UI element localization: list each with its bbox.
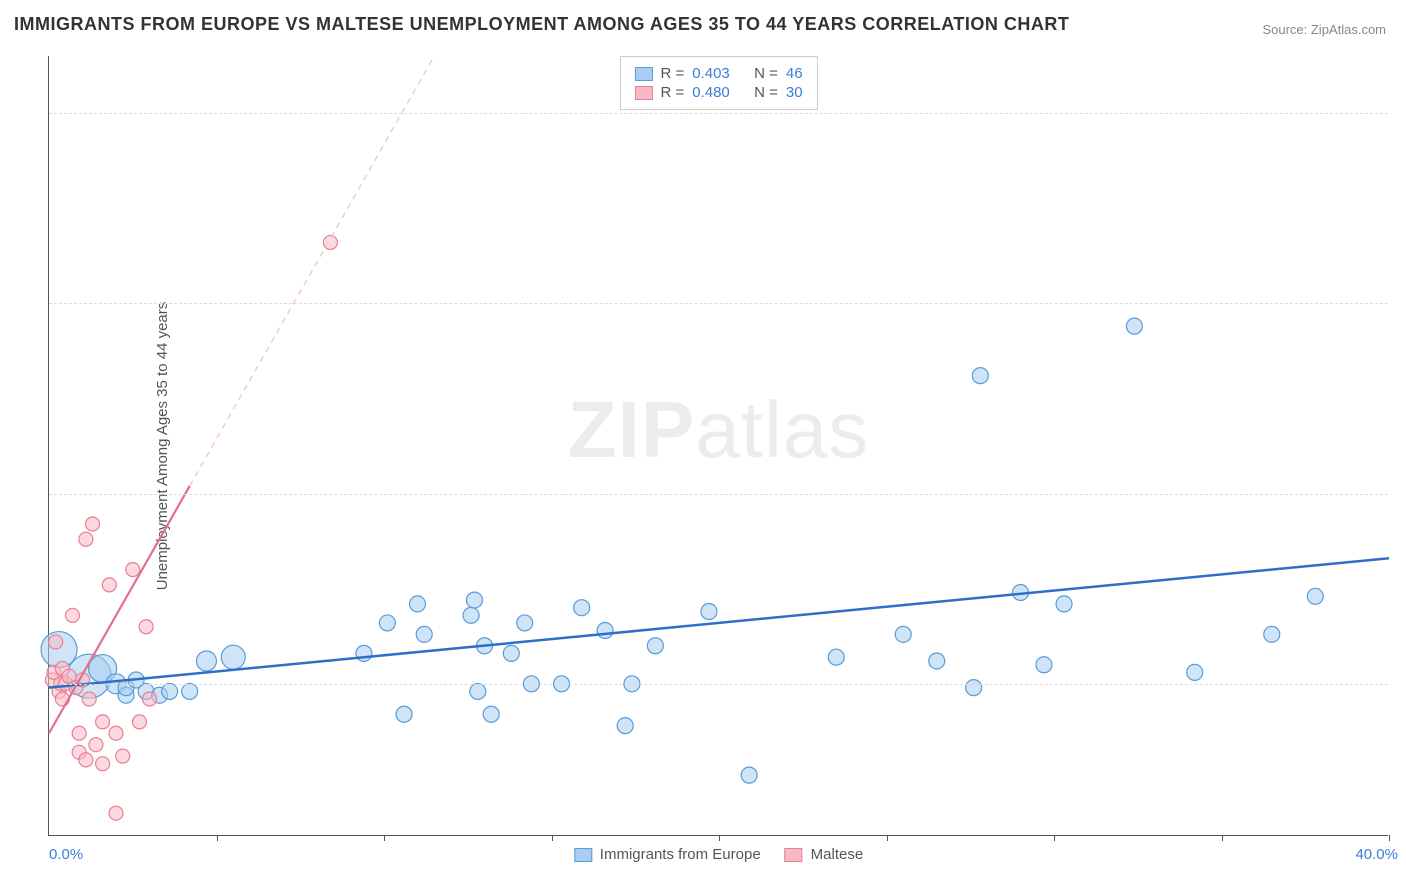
data-point (379, 615, 395, 631)
data-point (574, 600, 590, 616)
data-point (410, 596, 426, 612)
swatch-europe (634, 67, 652, 81)
source-label: Source: ZipAtlas.com (1262, 22, 1386, 37)
x-tick (552, 835, 553, 841)
gridline (49, 113, 1388, 114)
data-point (109, 726, 123, 740)
gridline (49, 494, 1388, 495)
gridline (49, 684, 1388, 685)
data-point (741, 767, 757, 783)
x-tick (384, 835, 385, 841)
x-tick (887, 835, 888, 841)
data-point (895, 626, 911, 642)
x-tick-label: 40.0% (1355, 846, 1398, 863)
data-point (182, 683, 198, 699)
data-point (79, 753, 93, 767)
data-point (126, 563, 140, 577)
x-tick-label: 0.0% (49, 846, 83, 863)
data-point (463, 607, 479, 623)
r-value-europe: 0.403 (692, 65, 730, 82)
x-tick (1222, 835, 1223, 841)
data-point (72, 726, 86, 740)
n-label: N = (754, 65, 778, 82)
data-point (132, 715, 146, 729)
data-point (617, 718, 633, 734)
series-legend: Immigrants from Europe Maltese (574, 846, 863, 863)
n-value-europe: 46 (786, 65, 803, 82)
data-point (701, 604, 717, 620)
legend-item-europe: Immigrants from Europe (574, 846, 761, 863)
swatch-maltese (634, 86, 652, 100)
data-point (109, 806, 123, 820)
data-point (116, 749, 130, 763)
data-point (503, 645, 519, 661)
x-tick (217, 835, 218, 841)
data-point (196, 651, 216, 671)
data-point (82, 692, 96, 706)
data-point (139, 620, 153, 634)
chart-container: IMMIGRANTS FROM EUROPE VS MALTESE UNEMPL… (0, 0, 1406, 892)
data-point (1126, 318, 1142, 334)
correlation-legend: R = 0.403 N = 46 R = 0.480 N = 30 (619, 56, 817, 110)
plot-svg (49, 56, 1388, 835)
r-label: R = (660, 84, 684, 101)
swatch-europe-icon (574, 848, 592, 862)
data-point (65, 608, 79, 622)
data-point (1264, 626, 1280, 642)
data-point (972, 368, 988, 384)
data-point (86, 517, 100, 531)
data-point (828, 649, 844, 665)
data-point (466, 592, 482, 608)
data-point (143, 692, 157, 706)
x-tick (1054, 835, 1055, 841)
data-point (1036, 657, 1052, 673)
n-value-maltese: 30 (786, 84, 803, 101)
x-tick (719, 835, 720, 841)
x-tick (1389, 835, 1390, 841)
data-point (647, 638, 663, 654)
data-point (102, 578, 116, 592)
swatch-maltese-icon (785, 848, 803, 862)
plot-area: ZIPatlas R = 0.403 N = 46 R = 0.480 N = … (48, 56, 1388, 836)
data-point (483, 706, 499, 722)
data-point (1056, 596, 1072, 612)
data-point (929, 653, 945, 669)
data-point (1307, 588, 1323, 604)
legend-label-europe: Immigrants from Europe (600, 846, 761, 863)
data-point (416, 626, 432, 642)
data-point (221, 645, 245, 669)
y-tick-label: 15.0% (1398, 295, 1406, 312)
y-tick-label: 10.0% (1398, 485, 1406, 502)
chart-title: IMMIGRANTS FROM EUROPE VS MALTESE UNEMPL… (14, 14, 1069, 35)
data-point (597, 623, 613, 639)
y-tick-label: 20.0% (1398, 105, 1406, 122)
data-point (396, 706, 412, 722)
data-point (162, 683, 178, 699)
r-label: R = (660, 65, 684, 82)
data-point (96, 715, 110, 729)
r-value-maltese: 0.480 (692, 84, 730, 101)
data-point (966, 680, 982, 696)
data-point (470, 683, 486, 699)
data-point (49, 635, 63, 649)
trend-line (190, 56, 435, 486)
n-label: N = (754, 84, 778, 101)
legend-row-maltese: R = 0.480 N = 30 (634, 84, 802, 101)
data-point (89, 738, 103, 752)
legend-row-europe: R = 0.403 N = 46 (634, 65, 802, 82)
gridline (49, 303, 1388, 304)
legend-label-maltese: Maltese (811, 846, 864, 863)
data-point (96, 757, 110, 771)
data-point (1187, 664, 1203, 680)
legend-item-maltese: Maltese (785, 846, 864, 863)
y-tick-label: 5.0% (1398, 675, 1406, 692)
data-point (517, 615, 533, 631)
data-point (323, 235, 337, 249)
data-point (79, 532, 93, 546)
